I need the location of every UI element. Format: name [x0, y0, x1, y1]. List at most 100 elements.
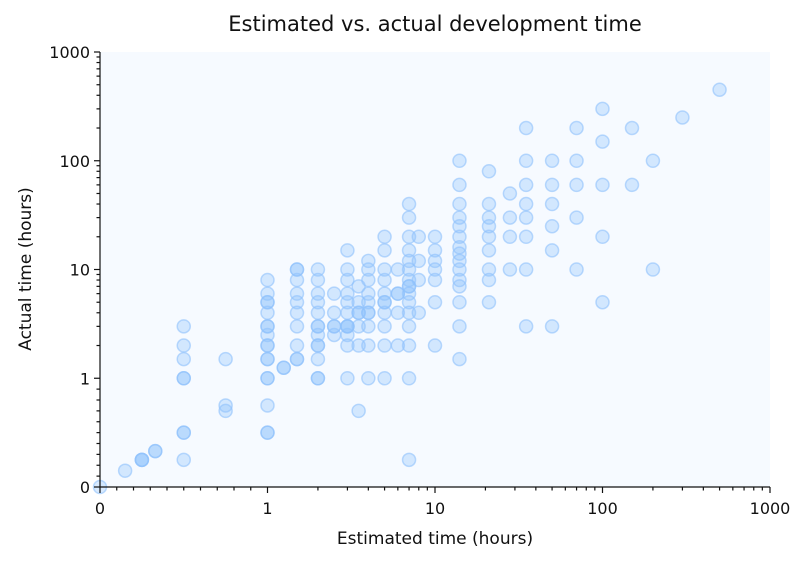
data-point [361, 371, 376, 386]
data-point [377, 272, 392, 288]
data-point [260, 338, 275, 353]
data-point [427, 294, 443, 310]
data-point [569, 177, 584, 193]
data-point [452, 196, 467, 212]
data-point [645, 153, 661, 168]
data-point [452, 319, 467, 334]
data-point [390, 262, 406, 277]
data-point [569, 262, 584, 277]
data-point [624, 120, 640, 136]
data-point [260, 425, 275, 440]
data-point [452, 272, 467, 288]
data-point [452, 294, 467, 310]
data-point [260, 305, 275, 321]
data-point [176, 338, 191, 353]
data-point [289, 262, 305, 277]
data-point [401, 243, 417, 258]
data-point [361, 253, 376, 269]
data-point [427, 229, 443, 245]
data-point [260, 272, 275, 288]
data-point [377, 286, 392, 301]
data-point [518, 229, 534, 245]
data-point [518, 153, 534, 168]
data-point [411, 253, 427, 269]
data-point [361, 305, 376, 321]
data-point [401, 371, 417, 386]
data-point [377, 243, 392, 258]
data-point [351, 403, 366, 419]
data-point [481, 294, 497, 310]
data-point [377, 319, 392, 334]
data-point [518, 319, 534, 334]
data-point [481, 196, 497, 212]
data-point [544, 218, 560, 234]
data-point [117, 463, 133, 478]
data-point [310, 371, 326, 386]
data-point [390, 305, 406, 321]
data-point [361, 319, 376, 334]
data-point [401, 338, 417, 353]
data-point [518, 177, 534, 193]
data-point [390, 338, 406, 353]
y-tick-label: 10 [70, 261, 90, 280]
data-point [289, 319, 305, 334]
data-point [289, 305, 305, 321]
data-point [427, 338, 443, 353]
data-point [544, 196, 560, 212]
data-point [569, 120, 584, 136]
data-point [310, 351, 326, 367]
data-point [427, 243, 443, 258]
data-point [276, 360, 291, 375]
data-point [544, 319, 560, 334]
data-point [218, 351, 233, 367]
data-point [260, 351, 275, 367]
axes: 00 1 1 10 10 100 100 1000 1000 [49, 43, 790, 518]
data-point [624, 177, 640, 193]
data-point [481, 229, 497, 245]
data-point [401, 319, 417, 334]
data-point [452, 177, 467, 193]
data-point [377, 262, 392, 277]
data-point [289, 351, 305, 367]
data-point [481, 210, 497, 225]
data-point [518, 196, 534, 212]
data-point [595, 177, 610, 193]
plot-background [100, 52, 770, 487]
data-point [390, 286, 406, 301]
data-point [260, 319, 275, 334]
data-point [595, 294, 610, 310]
data-point [289, 286, 305, 301]
data-point [401, 210, 417, 225]
data-point [289, 338, 305, 353]
data-point [595, 229, 610, 245]
data-point [502, 229, 518, 245]
data-point [361, 338, 376, 353]
y-tick-label: 1000 [49, 43, 90, 62]
data-point [310, 262, 326, 277]
data-point [401, 196, 417, 212]
data-point [326, 319, 342, 334]
x-tick-label: 10 [425, 499, 445, 518]
y-tick-label: 1 [80, 369, 90, 388]
data-point [595, 134, 610, 149]
data-point [675, 110, 690, 125]
data-point [569, 210, 584, 225]
data-point [411, 229, 427, 245]
chart-title: Estimated vs. actual development time [228, 12, 641, 36]
data-point [518, 120, 534, 136]
data-point [340, 338, 355, 353]
data-point [401, 452, 417, 468]
data-point [176, 371, 191, 386]
data-point [310, 338, 326, 353]
data-point [481, 164, 497, 179]
data-point [481, 262, 497, 277]
data-point [518, 210, 534, 225]
data-point [260, 286, 275, 301]
data-point [544, 243, 560, 258]
data-point [176, 319, 191, 334]
data-point [452, 229, 467, 245]
data-point [569, 153, 584, 168]
data-point [218, 403, 233, 419]
data-point [218, 398, 233, 413]
data-point [377, 338, 392, 353]
